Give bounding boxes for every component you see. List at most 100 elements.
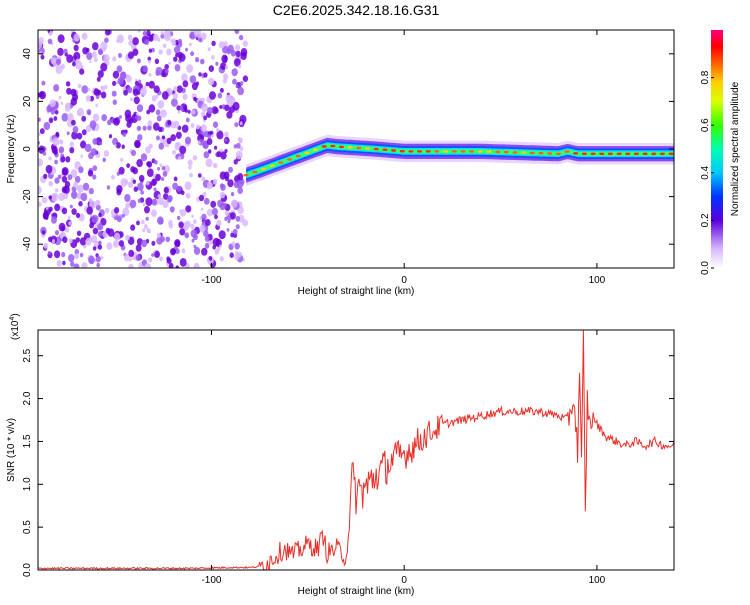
noise-dot <box>214 145 218 150</box>
noise-dot <box>198 72 202 77</box>
noise-dot <box>157 194 162 199</box>
snr-y-label: SNR (10 * v/v) <box>6 418 17 482</box>
noise-dot <box>219 171 227 180</box>
noise-dot <box>90 235 98 244</box>
signal-track-core <box>304 151 310 155</box>
noise-dot <box>67 113 74 121</box>
noise-dot <box>217 199 224 208</box>
noise-dot <box>235 251 240 257</box>
noise-dot <box>236 142 241 149</box>
noise-dot <box>160 31 164 35</box>
noise-dot <box>219 191 226 199</box>
noise-dot <box>128 118 134 124</box>
noise-dot <box>73 263 80 268</box>
signal-track-core <box>269 164 275 167</box>
snr-x-ticks: -100 0 100 <box>201 330 606 586</box>
noise-dot <box>112 70 120 79</box>
noise-dot <box>38 158 43 167</box>
noise-dot <box>208 65 214 72</box>
noise-dot <box>87 111 91 116</box>
noise-dot <box>232 228 238 235</box>
noise-dot <box>53 116 58 121</box>
noise-dot <box>176 85 183 93</box>
noise-dot <box>51 146 58 154</box>
noise-dot <box>115 142 121 149</box>
noise-dot <box>76 230 82 236</box>
noise-dot <box>97 244 103 250</box>
noise-dot <box>117 77 124 85</box>
noise-dot <box>189 75 197 84</box>
noise-dot <box>79 68 85 75</box>
noise-dot <box>151 178 157 187</box>
x-tick-label: 0 <box>401 575 407 586</box>
noise-dot <box>220 62 227 70</box>
noise-dot <box>46 206 49 210</box>
noise-dot <box>166 256 171 262</box>
noise-dot <box>161 135 166 140</box>
noise-dot <box>121 213 125 218</box>
noise-dot <box>219 256 224 262</box>
noise-dot <box>135 141 141 149</box>
noise-dot <box>145 81 150 87</box>
spectrogram-y-ticks: -40 -20 0 20 40 <box>22 48 674 251</box>
noise-dot <box>205 219 211 226</box>
colorbar-label: Normalized spectral amplitude <box>730 81 741 216</box>
noise-dot <box>157 166 161 171</box>
noise-dot <box>142 125 147 131</box>
noise-dot <box>183 105 187 111</box>
noise-dot <box>91 51 97 58</box>
noise-dot <box>67 215 71 220</box>
noise-dot <box>193 96 197 102</box>
noise-dot <box>66 131 70 136</box>
noise-dot <box>132 37 139 46</box>
noise-dot <box>41 80 46 86</box>
noise-dot <box>224 138 228 142</box>
signal-track-core <box>642 152 648 155</box>
noise-dot <box>56 260 62 267</box>
noise-dot <box>125 234 130 241</box>
noise-dot <box>147 120 153 126</box>
noise-dot <box>211 207 218 216</box>
noise-dot <box>177 215 181 221</box>
noise-dot <box>190 229 198 238</box>
noise-dot <box>68 254 75 262</box>
noise-dot <box>238 137 243 143</box>
noise-dot <box>51 239 56 244</box>
noise-dot <box>233 98 236 102</box>
snr-panel: -100 0 100 0.0 0.5 1.0 1.5 2.0 2.5 Height of st… <box>6 313 675 597</box>
noise-dot <box>54 203 61 212</box>
noise-dot <box>166 48 172 56</box>
noise-dot <box>136 159 143 168</box>
noise-dot <box>186 64 194 73</box>
noise-dot <box>233 58 241 67</box>
noise-dot <box>69 141 75 147</box>
noise-dot <box>188 165 192 170</box>
noise-dot <box>210 200 217 208</box>
signal-track-core <box>599 152 605 155</box>
noise-dot <box>132 179 136 184</box>
noise-dot <box>154 160 158 165</box>
noise-dot <box>155 173 162 182</box>
noise-dot <box>45 215 49 220</box>
noise-dot <box>168 263 174 268</box>
noise-dot <box>238 64 242 69</box>
x-tick-label: -100 <box>201 575 221 586</box>
noise-dot <box>234 122 239 128</box>
noise-dot <box>209 91 216 100</box>
noise-dot <box>130 224 136 231</box>
noise-dot <box>133 96 140 105</box>
noise-dot <box>191 214 194 218</box>
noise-dot <box>226 48 232 55</box>
noise-dot <box>156 115 162 122</box>
noise-dot <box>230 192 235 197</box>
noise-dot <box>148 80 155 89</box>
noise-dot <box>87 87 91 92</box>
noise-dot <box>151 240 156 246</box>
noise-dot <box>179 209 186 217</box>
noise-dot <box>47 38 53 45</box>
noise-dot <box>71 131 78 140</box>
noise-dot <box>185 205 192 213</box>
noise-dot <box>96 262 100 268</box>
noise-dot <box>163 186 169 194</box>
